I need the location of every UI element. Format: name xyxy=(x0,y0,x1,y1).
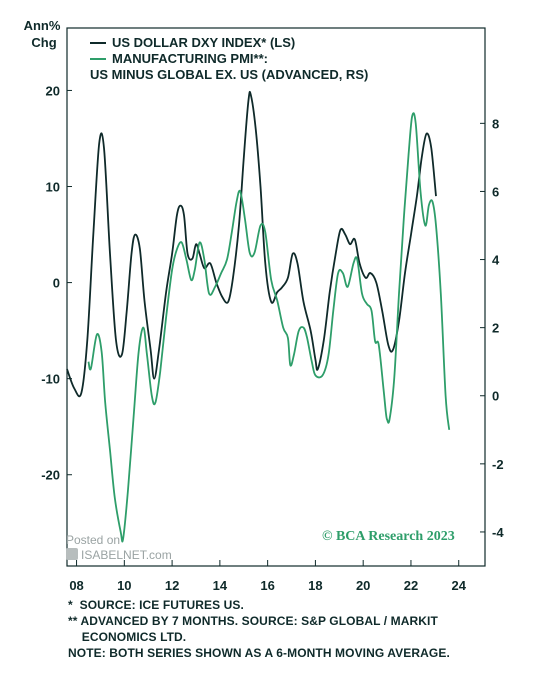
series-line-dxy xyxy=(66,90,437,398)
footnote-advanced-cont: ECONOMICS LTD. xyxy=(68,630,187,644)
y-left-label-line1: Ann% xyxy=(24,18,61,33)
footnotes: * SOURCE: ICE FUTURES US. ** ADVANCED BY… xyxy=(68,597,450,661)
legend-item-pmi-cont: US MINUS GLOBAL EX. US (ADVANCED, RS) xyxy=(90,67,368,83)
series-lines xyxy=(66,90,451,543)
legend-label-pmi-line2: US MINUS GLOBAL EX. US (ADVANCED, RS) xyxy=(90,67,369,82)
x-tick-label: 22 xyxy=(404,578,418,593)
legend-swatch-pmi xyxy=(90,58,106,60)
legend-label-dxy: US DOLLAR DXY INDEX* (LS) xyxy=(112,35,296,50)
y-right-tick-label: -2 xyxy=(492,457,504,472)
legend-swatch-dxy xyxy=(90,42,106,44)
x-tick-label: 08 xyxy=(69,578,83,593)
x-tick-label: 16 xyxy=(260,578,274,593)
footnote-source: * SOURCE: ICE FUTURES US. xyxy=(68,598,244,612)
watermark-line2-wrap: ISABELNET.com xyxy=(66,548,172,563)
watermark: Posted on ISABELNET.com xyxy=(66,533,172,563)
x-tick-label: 10 xyxy=(117,578,131,593)
x-tick-label: 12 xyxy=(165,578,179,593)
y-left-tick-label: 20 xyxy=(46,83,60,98)
y-left-tick-label: 0 xyxy=(53,276,60,291)
y-right-tick-label: 0 xyxy=(492,389,499,404)
x-tick-label: 14 xyxy=(213,578,228,593)
series-line-pmi xyxy=(87,112,451,543)
y-left-tick-label: -10 xyxy=(41,372,60,387)
y-right-tick-label: -4 xyxy=(492,525,504,540)
plot-frame xyxy=(66,27,486,567)
legend-label-pmi-line1: MANUFACTURING PMI**: xyxy=(112,51,268,66)
watermark-line1: Posted on xyxy=(66,533,121,547)
y-left-label-line2: Chg xyxy=(31,35,56,50)
y-right-tick-label: 8 xyxy=(492,116,499,131)
y-right-tick-label: 4 xyxy=(492,253,500,268)
footnote-advanced: ** ADVANCED BY 7 MONTHS. SOURCE: S&P GLO… xyxy=(68,614,438,628)
source-credit: © BCA Research 2023 xyxy=(322,529,455,544)
legend-item-pmi: MANUFACTURING PMI**: xyxy=(90,51,368,67)
x-tick-label: 24 xyxy=(451,578,466,593)
y-left-tick-label: -20 xyxy=(41,468,60,483)
x-tick-label: 18 xyxy=(308,578,322,593)
legend-item-dxy: US DOLLAR DXY INDEX* (LS) xyxy=(90,35,368,51)
y-right-tick-label: 2 xyxy=(492,321,499,336)
y-right-tick-label: 6 xyxy=(492,184,499,199)
isabelnet-logo-icon xyxy=(66,548,78,560)
watermark-line2: ISABELNET.com xyxy=(81,548,172,562)
y-left-tick-label: 10 xyxy=(46,180,60,195)
legend: US DOLLAR DXY INDEX* (LS) MANUFACTURING … xyxy=(90,35,368,83)
footnote-note: NOTE: BOTH SERIES SHOWN AS A 6-MONTH MOV… xyxy=(68,646,450,660)
x-tick-label: 20 xyxy=(356,578,370,593)
